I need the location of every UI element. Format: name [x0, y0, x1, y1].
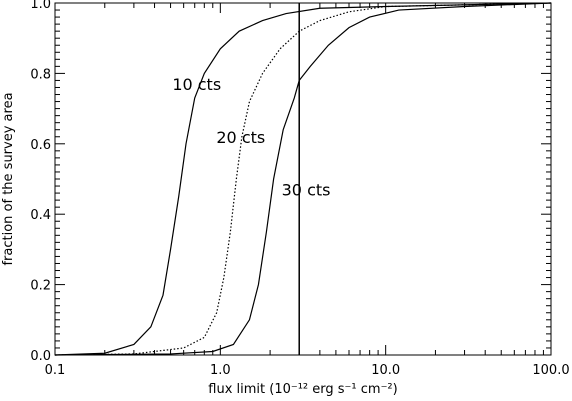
plot-frame: [54, 2, 552, 356]
series-line-2: [54, 2, 552, 356]
y-tick-label: 1.0: [30, 0, 51, 12]
y-tick-label: 0.4: [30, 208, 51, 223]
y-tick-label: 0.8: [30, 67, 51, 82]
y-tick-label: 0.6: [30, 138, 51, 153]
tick-labels: 0.1 1.0 10.0 100.0 0.0 0.2 0.4 0.6 0.8 1.0: [30, 0, 569, 378]
x-axis-title: flux limit (10⁻¹² erg s⁻¹ cm⁻²): [208, 382, 397, 397]
series-line-1: [54, 2, 552, 356]
series-label-3: 30 cts: [282, 181, 331, 200]
y-tick-label: 0.0: [30, 349, 51, 364]
x-tick-label: 0.1: [45, 363, 66, 378]
y-tick-label: 0.2: [30, 279, 51, 294]
x-tick-label: 100.0: [532, 363, 569, 378]
x-tick-label: 10.0: [371, 363, 400, 378]
axis-ticks: [54, 2, 551, 356]
series-line-3: [54, 2, 552, 356]
curves: [54, 2, 552, 356]
series-label-1: 10 cts: [172, 75, 221, 94]
x-tick-label: 1.0: [210, 363, 231, 378]
series-label-2: 20 cts: [216, 128, 265, 147]
curve-labels: 10 cts 20 cts 30 cts: [172, 75, 330, 200]
y-axis-title: fraction of the survey area: [1, 92, 16, 265]
